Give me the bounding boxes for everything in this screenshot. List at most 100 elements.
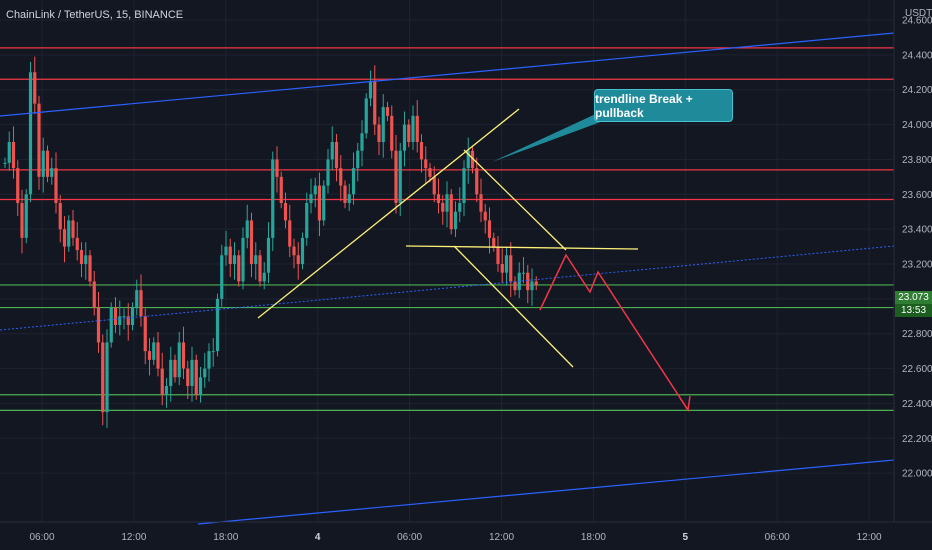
candle-body	[343, 185, 347, 203]
candle-body	[262, 272, 266, 282]
candle-body	[330, 142, 334, 160]
candle-body	[385, 107, 390, 116]
candle-body	[300, 237, 305, 264]
candle-body	[411, 115, 415, 142]
candle-body	[156, 342, 160, 369]
candle-body	[436, 194, 441, 203]
candle-body	[245, 220, 249, 238]
candle-body	[7, 142, 11, 163]
axis-currency: USDT	[905, 8, 932, 19]
candle-body	[41, 150, 45, 177]
candle-body	[407, 124, 411, 142]
candle-body	[181, 342, 186, 369]
candle-body	[313, 185, 317, 195]
x-tick-label: 18:00	[581, 532, 606, 543]
candle-body	[198, 377, 203, 395]
candle-body	[20, 203, 24, 238]
candle-body	[526, 272, 530, 291]
candle-body	[249, 220, 254, 264]
candle-body	[309, 194, 313, 203]
candle-body	[254, 255, 258, 264]
drawing-layer[interactable]	[0, 32, 895, 525]
channel-lower-line[interactable]	[197, 459, 895, 525]
candle-body	[445, 194, 449, 212]
candle-body	[513, 281, 517, 291]
candle-body	[11, 142, 16, 169]
candle-body	[266, 237, 271, 273]
candle-body	[521, 272, 526, 274]
candle-body	[475, 168, 479, 195]
horizontal-levels[interactable]	[0, 47, 894, 411]
x-tick-label: 12:00	[121, 532, 146, 543]
candle-body	[126, 316, 130, 325]
candle-body	[415, 115, 419, 142]
candle-body	[449, 194, 453, 230]
y-tick-label: 24.200	[902, 85, 932, 96]
candle-body	[84, 255, 88, 264]
candle-body	[237, 255, 241, 282]
candle-body	[122, 316, 126, 318]
candlestick-series	[3, 56, 538, 428]
candle-body	[347, 194, 351, 203]
horizontal-breakout-line[interactable]	[405, 245, 639, 250]
symbol-title: ChainLink / TetherUS, 15, BINANCE	[6, 9, 184, 21]
candle-body	[534, 281, 538, 285]
projection-arrowhead	[679, 395, 691, 413]
channel-upper-line[interactable]	[0, 32, 895, 117]
candle-body	[101, 342, 105, 413]
channel-mid-line[interactable]	[0, 245, 895, 331]
candle-body	[292, 246, 296, 256]
candle-body	[71, 220, 75, 238]
candle-body	[241, 237, 245, 282]
candle-body	[381, 107, 385, 142]
candle-body	[470, 150, 475, 169]
projection-path[interactable]	[539, 253, 689, 411]
y-tick-label: 24.000	[902, 120, 932, 131]
candle-body	[67, 220, 71, 247]
candle-body	[190, 359, 194, 386]
candle-body	[16, 168, 20, 203]
candle-body	[326, 159, 330, 186]
candle-body	[152, 342, 156, 360]
time-axis[interactable]: 06:00 12:00 18:00 4 06:00 12:00 18:00 5 06:00 12:…	[0, 521, 932, 543]
y-tick-label: 23.400	[902, 225, 932, 236]
candle-body	[453, 211, 458, 230]
candle-body	[398, 150, 402, 203]
y-tick-label: 22.200	[902, 434, 932, 445]
candle-body	[419, 142, 424, 160]
grid-lines	[0, 0, 894, 522]
candle-body	[28, 72, 33, 195]
callout-pointer	[492, 112, 606, 162]
candle-body	[160, 368, 164, 395]
price-axis[interactable]: USDT 24.600 24.400 24.200 24.000 23.800 23.60…	[893, 0, 932, 522]
candle-body	[164, 386, 169, 395]
candle-body	[424, 159, 428, 169]
trendline-break-callout[interactable]: trendline Break + pullback	[594, 89, 733, 122]
candle-body	[173, 359, 177, 378]
ascending-trendline[interactable]	[257, 108, 520, 319]
candle-body	[203, 368, 207, 378]
candle-body	[54, 168, 58, 203]
descending-trendline-lower[interactable]	[453, 245, 574, 368]
candle-body	[135, 290, 139, 308]
candle-body	[496, 246, 500, 264]
candle-body	[373, 81, 377, 125]
x-tick-label: 06:00	[397, 532, 422, 543]
candle-body	[322, 185, 326, 221]
candle-body	[37, 103, 41, 177]
x-tick-label: 06:00	[765, 532, 790, 543]
candle-body	[118, 316, 122, 325]
candle-body	[466, 150, 470, 169]
y-tick-label: 23.600	[902, 190, 932, 201]
x-tick-label: 18:00	[213, 532, 238, 543]
candle-body	[339, 168, 343, 186]
candle-body	[483, 211, 487, 221]
descending-trendline-upper[interactable]	[463, 149, 567, 251]
y-tick-label: 24.600	[902, 16, 932, 27]
y-tick-label: 24.400	[902, 50, 932, 61]
candle-body	[530, 281, 534, 291]
candle-body	[215, 298, 220, 352]
candle-body	[92, 281, 96, 308]
